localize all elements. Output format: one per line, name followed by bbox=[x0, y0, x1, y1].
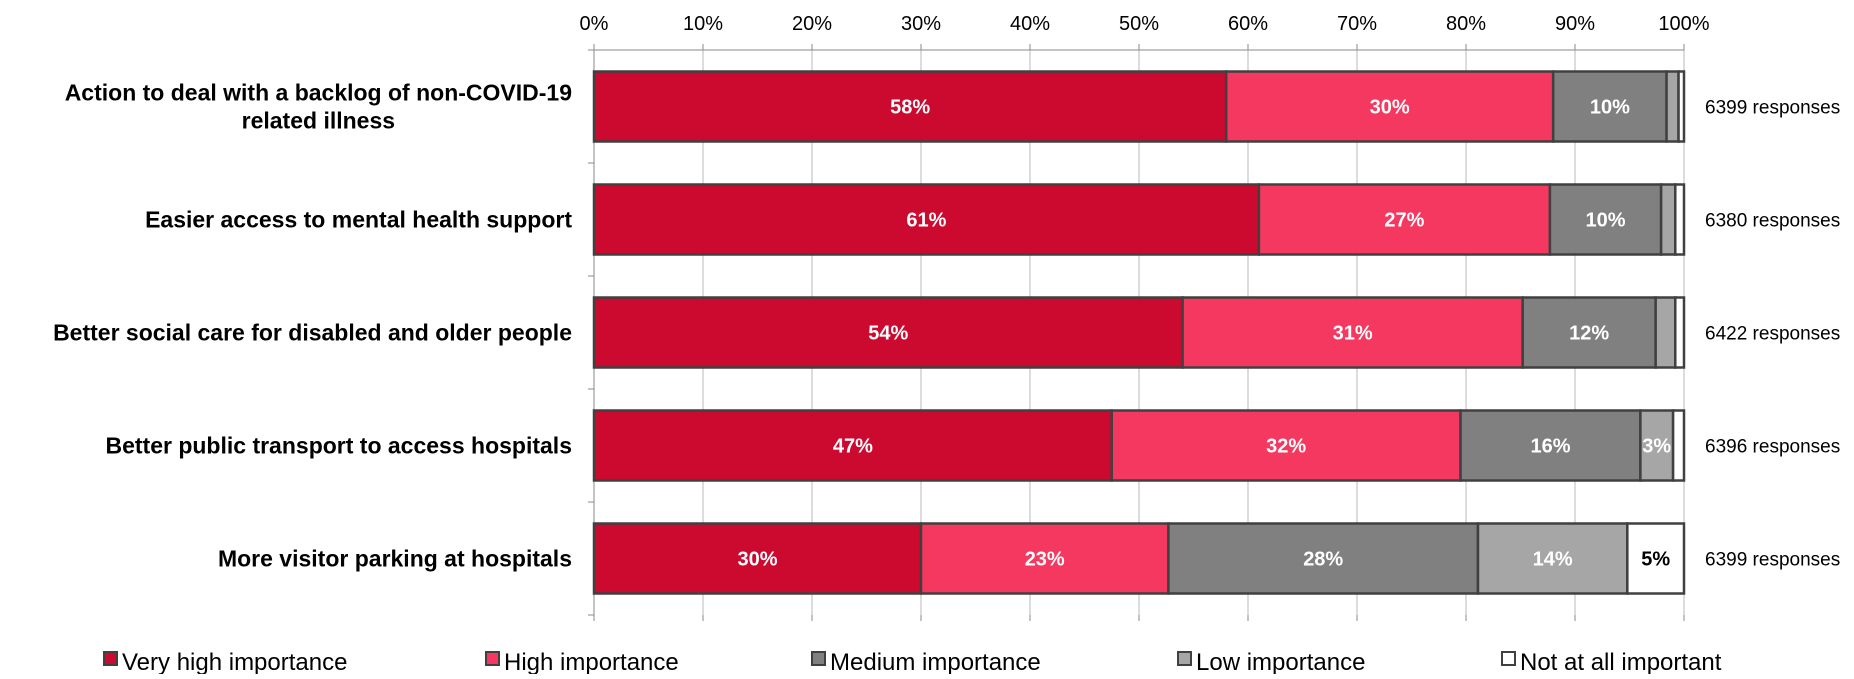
x-tick-label: 50% bbox=[1119, 13, 1159, 35]
legend-swatch bbox=[1177, 651, 1192, 666]
response-count: 6422 responses bbox=[1705, 324, 1840, 345]
bar-value-label: 5% bbox=[1641, 549, 1670, 571]
legend-label: Not at all important bbox=[1520, 649, 1722, 674]
category-label: Better social care for disabled and olde… bbox=[53, 320, 572, 346]
bar-segment bbox=[1548, 183, 1663, 256]
bar-value-label: 30% bbox=[1370, 97, 1410, 119]
legend-label: Very high importance bbox=[122, 649, 347, 674]
bar-value-label: 31% bbox=[1333, 323, 1373, 345]
legend-label: High importance bbox=[504, 649, 679, 674]
bar-value-label: 58% bbox=[890, 97, 930, 119]
bar-segment bbox=[1639, 409, 1675, 482]
bar-segment bbox=[1677, 70, 1686, 143]
bar-segment bbox=[1257, 183, 1552, 256]
bar-segment bbox=[919, 522, 1170, 595]
category-label: More visitor parking at hospitals bbox=[218, 546, 572, 572]
x-tick-label: 90% bbox=[1555, 13, 1595, 35]
x-tick-label: 20% bbox=[792, 13, 832, 35]
category-label: Easier access to mental health support bbox=[145, 207, 572, 233]
bar-value-label: 23% bbox=[1025, 549, 1065, 571]
response-count: 6399 responses bbox=[1705, 550, 1840, 571]
x-tick-label: 10% bbox=[683, 13, 723, 35]
bar-segment bbox=[592, 296, 1184, 369]
bar-value-label: 3% bbox=[1642, 436, 1671, 458]
bar-segment bbox=[1476, 522, 1629, 595]
bar-value-label: 10% bbox=[1590, 97, 1630, 119]
legend-swatch bbox=[103, 651, 118, 666]
response-count: 6380 responses bbox=[1705, 211, 1840, 232]
bar-value-label: 14% bbox=[1533, 549, 1573, 571]
response-count: 6396 responses bbox=[1705, 437, 1840, 458]
bar-value-label: 54% bbox=[868, 323, 908, 345]
category-label: Action to deal with a backlog of non-COV… bbox=[65, 80, 572, 106]
bar-segment bbox=[1626, 522, 1686, 595]
bar-segment bbox=[1674, 296, 1686, 369]
category-label-line: related illness bbox=[242, 108, 395, 134]
legend-label: Low importance bbox=[1196, 649, 1365, 674]
category-label: Better public transport to access hospit… bbox=[105, 433, 572, 459]
bar-value-label: 27% bbox=[1384, 210, 1424, 232]
bar-segment bbox=[1674, 183, 1686, 256]
bar-value-label: 16% bbox=[1530, 436, 1570, 458]
x-tick-label: 30% bbox=[901, 13, 941, 35]
x-tick-label: 80% bbox=[1446, 13, 1486, 35]
x-tick-label: 40% bbox=[1010, 13, 1050, 35]
bar-segment bbox=[592, 522, 923, 595]
bar-segment bbox=[1459, 409, 1642, 482]
bar-segment bbox=[1224, 70, 1555, 143]
bar-segment bbox=[1659, 183, 1677, 256]
bar-value-label: 10% bbox=[1586, 210, 1626, 232]
bar-segment bbox=[592, 70, 1228, 143]
x-tick-label: 60% bbox=[1228, 13, 1268, 35]
bar-segment bbox=[1671, 409, 1686, 482]
bar-segment bbox=[1654, 296, 1677, 369]
x-tick-label: 70% bbox=[1337, 13, 1377, 35]
bar-value-label: 47% bbox=[833, 436, 873, 458]
legend-swatch bbox=[811, 651, 826, 666]
response-count: 6399 responses bbox=[1705, 98, 1840, 119]
legend-swatch bbox=[485, 651, 500, 666]
legend-label: Medium importance bbox=[830, 649, 1041, 674]
bar-value-label: 28% bbox=[1303, 549, 1343, 571]
bar-segment bbox=[1181, 296, 1524, 369]
x-tick-label: 0% bbox=[580, 13, 609, 35]
bar-segment bbox=[1551, 70, 1668, 143]
bar-segment bbox=[1665, 70, 1680, 143]
bar-segment bbox=[1110, 409, 1462, 482]
x-tick-label: 100% bbox=[1658, 13, 1709, 35]
legend-swatch bbox=[1501, 651, 1516, 666]
bar-value-label: 30% bbox=[737, 549, 777, 571]
bar-value-label: 12% bbox=[1569, 323, 1609, 345]
bar-value-label: 61% bbox=[906, 210, 946, 232]
bar-value-label: 32% bbox=[1266, 436, 1306, 458]
